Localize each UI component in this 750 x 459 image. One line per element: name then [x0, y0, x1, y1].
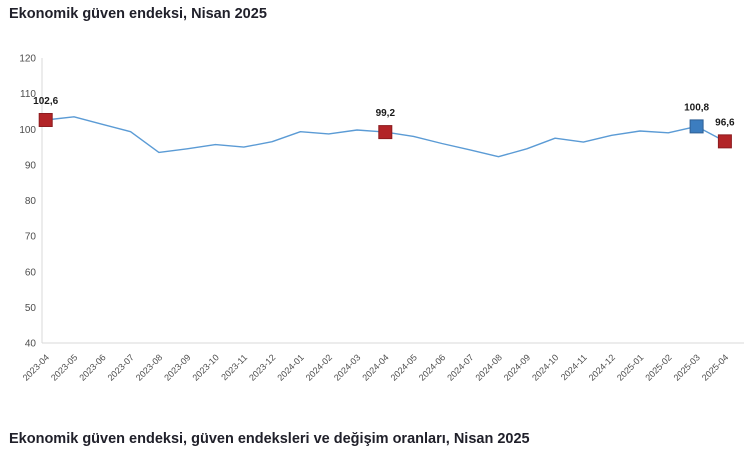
x-tick-label: 2024-01 [275, 352, 305, 382]
x-tick-label: 2025-04 [700, 352, 730, 382]
table-section-title: Ekonomik güven endeksi, güven endeksleri… [9, 431, 530, 447]
data-label-2023-04: 102,6 [33, 96, 58, 107]
data-marker-2025-03 [689, 119, 704, 134]
x-tick-label: 2024-09 [502, 352, 532, 382]
x-tick-label: 2024-12 [587, 352, 617, 382]
data-marker-2025-04 [717, 134, 732, 149]
x-tick-label: 2024-04 [360, 352, 390, 382]
data-label-2025-04: 96,6 [715, 117, 735, 128]
x-tick-label: 2024-11 [559, 352, 589, 382]
x-tick-label: 2023-04 [21, 352, 51, 382]
x-tick-label: 2025-02 [643, 352, 673, 382]
line-chart-canvas: 4050607080901001101202023-042023-052023-… [19, 54, 744, 383]
y-tick-label: 100 [19, 125, 36, 136]
x-tick-label: 2023-10 [190, 352, 220, 382]
x-tick-label: 2024-06 [417, 352, 447, 382]
y-tick-label: 40 [25, 339, 37, 350]
y-tick-label: 50 [25, 303, 37, 314]
x-tick-label: 2023-06 [77, 352, 107, 382]
x-tick-label: 2024-05 [389, 352, 419, 382]
data-label-2025-03: 100,8 [684, 102, 709, 113]
x-tick-label: 2023-11 [219, 352, 249, 382]
x-tick-label: 2023-05 [49, 352, 79, 382]
y-tick-label: 70 [25, 232, 37, 243]
x-tick-label: 2023-09 [162, 352, 192, 382]
x-tick-label: 2024-03 [332, 352, 362, 382]
y-tick-label: 80 [25, 196, 37, 207]
x-tick-label: 2025-03 [672, 352, 702, 382]
x-tick-label: 2024-07 [445, 352, 475, 382]
y-tick-label: 90 [25, 160, 37, 171]
economic-confidence-index-chart: 40 50 60 70 80 90 100 110 120 2023-04 2023-05 2023-… [0, 40, 750, 425]
x-tick-label: 2024-10 [530, 352, 560, 382]
data-label-2024-04: 99,2 [376, 108, 396, 119]
x-tick-label: 2024-08 [473, 352, 503, 382]
y-tick-label: 110 [20, 89, 36, 100]
data-marker-2023-04 [38, 112, 53, 127]
data-marker-2024-04 [378, 125, 393, 140]
x-tick-label: 2023-12 [247, 352, 277, 382]
x-tick-label: 2024-02 [304, 352, 334, 382]
chart-section-title: Ekonomik güven endeksi, Nisan 2025 [9, 6, 267, 22]
x-tick-label: 2025-01 [615, 352, 645, 382]
y-tick-label: 120 [19, 54, 36, 65]
x-tick-label: 2023-08 [134, 352, 164, 382]
x-tick-label: 2023-07 [106, 352, 136, 382]
y-tick-label: 60 [25, 267, 37, 278]
